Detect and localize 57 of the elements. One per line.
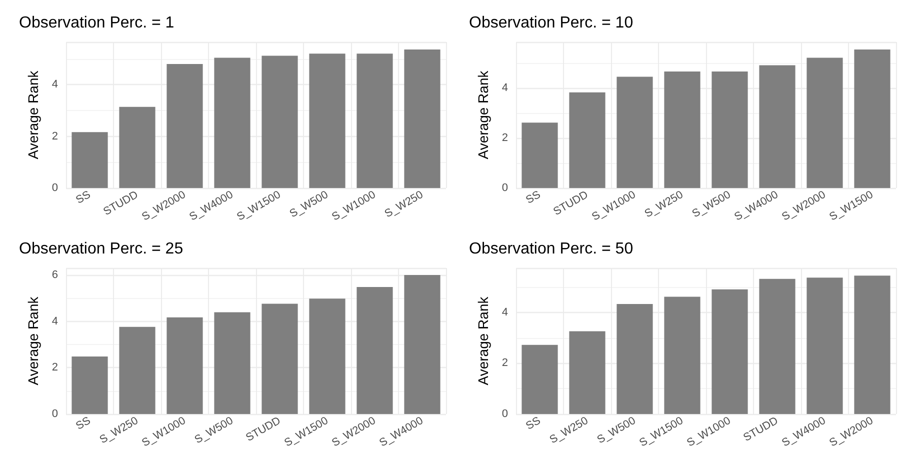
chart-title: Observation Perc. = 1 xyxy=(19,14,174,32)
bar xyxy=(119,106,156,188)
y-tick-label: 2 xyxy=(52,130,58,142)
y-tick-label: 2 xyxy=(502,132,508,144)
bar xyxy=(522,344,558,414)
y-tick-label: 2 xyxy=(52,362,58,374)
chart-title: Observation Perc. = 10 xyxy=(469,14,634,32)
y-tick-label: 0 xyxy=(502,408,508,420)
y-axis-title: Average Rank xyxy=(25,70,41,160)
bar xyxy=(569,92,606,188)
bar xyxy=(806,278,843,414)
bar xyxy=(309,298,346,414)
y-axis-title: Average Rank xyxy=(475,70,491,160)
bar xyxy=(119,326,156,414)
y-tick-label: 0 xyxy=(52,182,58,194)
x-tick-label: SS xyxy=(524,188,543,207)
bar xyxy=(664,71,700,188)
x-tick-label: SS xyxy=(74,414,93,433)
y-axis-title: Average Rank xyxy=(475,296,491,386)
bar xyxy=(404,274,440,414)
bar xyxy=(262,304,298,414)
bar xyxy=(854,49,890,188)
x-tick-label: SS xyxy=(524,414,543,433)
y-tick-label: 4 xyxy=(52,315,58,328)
bar xyxy=(569,331,606,414)
y-axis-title: Average Rank xyxy=(25,296,41,386)
bar xyxy=(356,54,393,188)
bar xyxy=(616,304,653,414)
bar xyxy=(712,71,748,188)
chart-title: Observation Perc. = 25 xyxy=(19,240,184,258)
bar xyxy=(72,356,108,414)
bar xyxy=(166,317,203,414)
bar xyxy=(356,287,393,414)
chart-title: Observation Perc. = 50 xyxy=(469,240,634,258)
y-tick-label: 4 xyxy=(502,82,508,94)
y-tick-label: 0 xyxy=(52,408,58,420)
y-tick-label: 0 xyxy=(502,182,508,194)
y-tick-label: 2 xyxy=(502,357,508,370)
x-tick-label: SS xyxy=(74,188,93,207)
bar xyxy=(664,296,700,414)
bar xyxy=(166,64,203,188)
bar xyxy=(712,289,748,414)
y-tick-label: 6 xyxy=(52,268,58,281)
bar xyxy=(404,49,440,188)
bar xyxy=(262,56,298,188)
bar xyxy=(214,312,250,414)
y-tick-label: 4 xyxy=(52,78,58,91)
bar xyxy=(309,54,346,188)
y-tick-label: 4 xyxy=(502,306,508,318)
bar xyxy=(616,76,653,188)
bar xyxy=(759,65,796,188)
bar xyxy=(522,122,558,188)
bar xyxy=(806,58,843,188)
bar xyxy=(759,278,796,414)
bar xyxy=(72,132,108,188)
bar xyxy=(214,58,250,188)
bar xyxy=(854,276,890,414)
